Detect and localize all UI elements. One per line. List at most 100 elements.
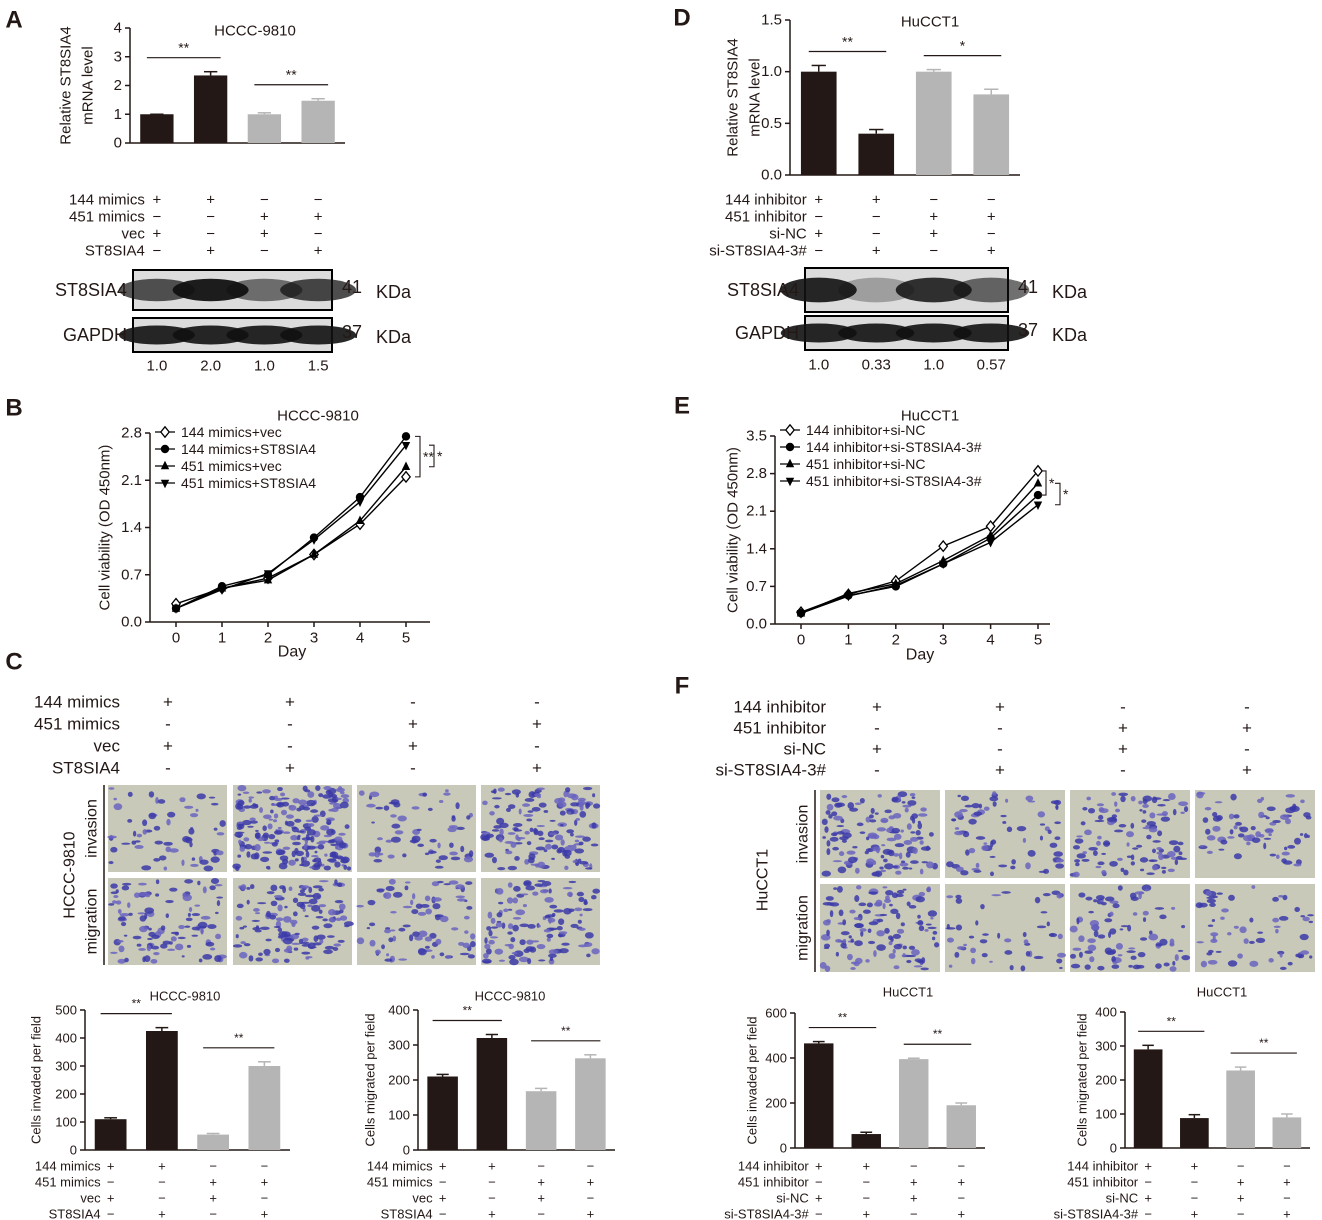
stained-cell [424,852,430,856]
stained-cell [1072,947,1082,951]
stained-cell [1220,839,1228,845]
stained-cell [1307,914,1314,917]
stained-cell [312,892,322,900]
stained-cell [186,944,192,948]
stained-cell [283,948,292,953]
stained-cell [893,833,902,840]
stained-cell [1275,854,1280,860]
stained-cell [586,953,591,958]
stained-cell [902,804,912,808]
stained-cell [1259,833,1265,838]
stained-cell [490,926,498,929]
stained-cell [913,965,923,968]
stained-cell [914,958,923,963]
stained-cell [1272,896,1279,902]
condition-label: 451 inhibitor [1067,1175,1138,1190]
marker [1033,478,1043,487]
stained-cell [316,934,326,940]
stained-cell [499,828,504,836]
stained-cell [369,939,376,947]
stained-cell [902,945,907,950]
stained-cell [210,877,220,885]
condition-sign: + [957,1175,965,1190]
stained-cell [899,862,909,867]
condition-sign: + [314,209,323,226]
stained-cell [564,865,569,871]
stained-cell [893,943,903,950]
blot-band [118,278,195,302]
stained-cell [269,914,277,920]
y-tick-label: 0.0 [761,167,782,184]
stained-cell [1076,917,1080,925]
significance-bracket [429,444,435,468]
stained-cell [1130,822,1135,829]
condition-label: 144 inhibitor [738,1159,809,1174]
stained-cell [865,959,870,963]
stained-cell [1111,814,1118,819]
stained-cell [323,923,333,929]
stained-cell [1196,941,1205,944]
y-tick-label: 0 [114,135,122,152]
stained-cell [338,842,347,849]
stained-cell [915,896,925,903]
stained-cell [1235,821,1242,826]
stained-cell [531,807,541,812]
image-background [108,878,227,965]
stained-cell [840,942,847,949]
stained-cell [455,884,465,890]
stained-cell [492,856,497,864]
condition-sign: - [287,737,293,756]
stained-cell [920,807,927,812]
stained-cell [1269,821,1277,826]
bar [301,100,335,143]
stained-cell [533,827,538,834]
stained-cell [575,817,581,821]
stained-cell [835,951,839,957]
stained-cell [852,845,858,849]
stained-cell [1205,890,1212,897]
y-tick-label: 200 [55,1087,77,1102]
stained-cell [1251,885,1256,889]
condition-sign: + [439,1159,447,1174]
transwell-image [357,785,476,872]
stained-cell [1239,826,1249,833]
condition-sign: + [260,226,269,243]
stained-cell [466,815,471,820]
stained-cell [1294,837,1301,845]
stained-cell [960,795,970,802]
stained-cell [1056,958,1063,964]
stained-cell [902,888,907,891]
stained-cell [867,848,872,851]
stained-cell [919,868,924,875]
stained-cell [334,836,343,842]
condition-sign: + [1242,719,1252,738]
stained-cell [436,880,444,884]
stained-cell [1273,925,1281,929]
stained-cell [574,839,580,843]
condition-sign: − [815,1175,823,1190]
significance-label: * [1049,475,1055,491]
y-tick-label: 300 [388,1038,410,1053]
y-tick-label: 200 [388,1073,410,1088]
stained-cell [1258,811,1265,819]
stained-cell [888,953,896,959]
stained-cell [546,933,554,939]
stained-cell [1141,819,1147,823]
assay-label: migration [84,889,101,955]
stained-cell [876,918,884,923]
stained-cell [315,785,321,791]
stained-cell [294,818,302,823]
chart-title: HCCC-9810 [277,408,359,425]
condition-sign: + [488,1207,496,1220]
legend-label: 451 mimics+ST8SIA4 [181,475,316,491]
condition-label: vec [94,737,121,756]
marker [355,498,365,508]
stained-cell [263,841,271,844]
stained-cell [301,951,311,955]
stained-cell [1096,840,1101,846]
stained-cell [237,784,247,792]
y-tick-label: 2 [114,77,122,94]
stained-cell [112,900,117,904]
stained-cell [366,927,371,930]
stained-cell [169,887,178,892]
